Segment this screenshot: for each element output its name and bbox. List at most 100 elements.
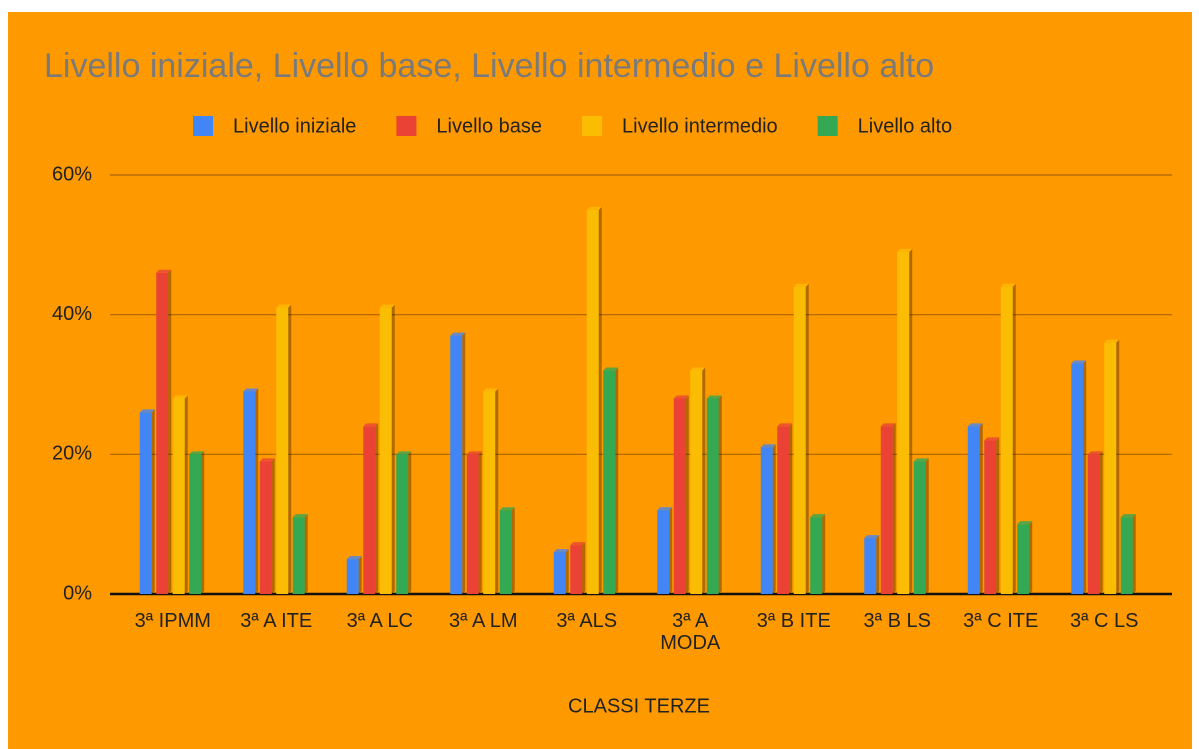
chart-title: Livello iniziale, Livello base, Livello …	[44, 47, 934, 85]
legend-label: Livello iniziale	[233, 115, 356, 137]
bar-side	[582, 542, 586, 594]
bar-top	[499, 507, 515, 511]
bar-top	[156, 269, 172, 273]
bar-top	[880, 423, 896, 427]
bar	[1104, 342, 1117, 594]
bar-top	[1017, 521, 1033, 525]
bar-side	[271, 458, 275, 594]
bar-top	[1104, 339, 1120, 343]
bar-side	[822, 514, 826, 594]
bar-side	[789, 423, 793, 594]
bar	[363, 426, 376, 594]
bar	[172, 398, 185, 594]
bar-top	[967, 423, 983, 427]
bar-top	[706, 395, 722, 399]
bar-top	[586, 206, 602, 210]
bar	[1017, 524, 1030, 594]
bar-top	[259, 458, 275, 462]
bar-top	[913, 458, 929, 462]
bar-side	[495, 388, 499, 594]
bar-top	[777, 423, 793, 427]
legend-swatch	[396, 116, 417, 136]
bar	[586, 209, 599, 594]
bar	[189, 454, 202, 594]
bar-top	[396, 451, 412, 455]
bar-side	[1029, 521, 1033, 594]
bar-top	[172, 395, 188, 399]
bar-side	[996, 437, 1000, 594]
bar-top	[450, 332, 466, 336]
bar-top	[1071, 360, 1087, 364]
bar	[760, 447, 773, 594]
bar-top	[1120, 514, 1136, 518]
legend-label: Livello intermedio	[622, 115, 778, 137]
bar-side	[979, 423, 983, 594]
bar-side	[255, 388, 259, 594]
x-tick-label: 3ª A ITE	[240, 610, 313, 632]
bar	[276, 307, 289, 594]
bar-side	[288, 304, 292, 594]
x-tick-label: 3ª B LS	[863, 610, 931, 632]
bar	[1087, 454, 1100, 594]
bar	[913, 461, 926, 594]
bar	[156, 272, 169, 594]
x-tick-label: 3ª A MODA	[660, 610, 721, 654]
legend-swatch	[582, 116, 603, 136]
bar	[984, 440, 997, 594]
bar-top	[276, 304, 292, 308]
x-tick-label: 3ª ALS	[556, 610, 618, 632]
bar-side	[805, 283, 809, 594]
x-axis-label: CLASSI TERZE	[568, 695, 710, 717]
y-tick-label: 0%	[63, 582, 92, 604]
bar-side	[511, 507, 515, 594]
bar	[1120, 517, 1133, 594]
bar	[673, 398, 686, 594]
bar-side	[375, 423, 379, 594]
bar	[793, 286, 806, 594]
bar-side	[151, 409, 155, 594]
bar	[777, 426, 790, 594]
bar-top	[553, 549, 569, 553]
bar-top	[292, 514, 308, 518]
bar-top	[379, 304, 395, 308]
bar	[810, 517, 823, 594]
bar-top	[657, 507, 673, 511]
bar-side	[1099, 451, 1103, 594]
bar	[657, 510, 670, 594]
bar	[450, 335, 463, 594]
legend-swatch	[193, 116, 213, 136]
bar-top	[189, 451, 205, 455]
bar-side	[408, 451, 412, 594]
bar-side	[909, 248, 913, 595]
bar	[379, 307, 392, 594]
x-tick-label: 3ª A LM	[448, 610, 518, 632]
bar	[292, 517, 305, 594]
bar	[396, 454, 409, 594]
bar	[880, 426, 893, 594]
bar-side	[718, 395, 722, 594]
bar	[570, 545, 583, 594]
bar	[1000, 286, 1013, 594]
bar-side	[201, 451, 205, 594]
bar-top	[139, 409, 155, 413]
bar-side	[615, 367, 619, 594]
bar-top	[673, 395, 689, 399]
y-tick-label: 60%	[52, 163, 92, 185]
x-tick-label: 3ª B ITE	[756, 610, 831, 632]
bar-top	[363, 423, 379, 427]
bar	[139, 412, 152, 594]
bar-top	[243, 388, 259, 392]
bar-top	[1087, 451, 1103, 455]
bar	[897, 251, 910, 595]
bar-top	[1000, 283, 1016, 287]
bar-side	[1116, 339, 1120, 594]
bar-side	[1132, 514, 1136, 594]
bar-top	[984, 437, 1000, 441]
bar-side	[304, 514, 308, 594]
legend-label: Livello base	[436, 115, 542, 137]
bar-side	[478, 451, 482, 594]
bar-top	[897, 248, 913, 252]
bar-side	[168, 269, 172, 594]
bar-top	[810, 514, 826, 518]
bar	[1071, 363, 1084, 594]
